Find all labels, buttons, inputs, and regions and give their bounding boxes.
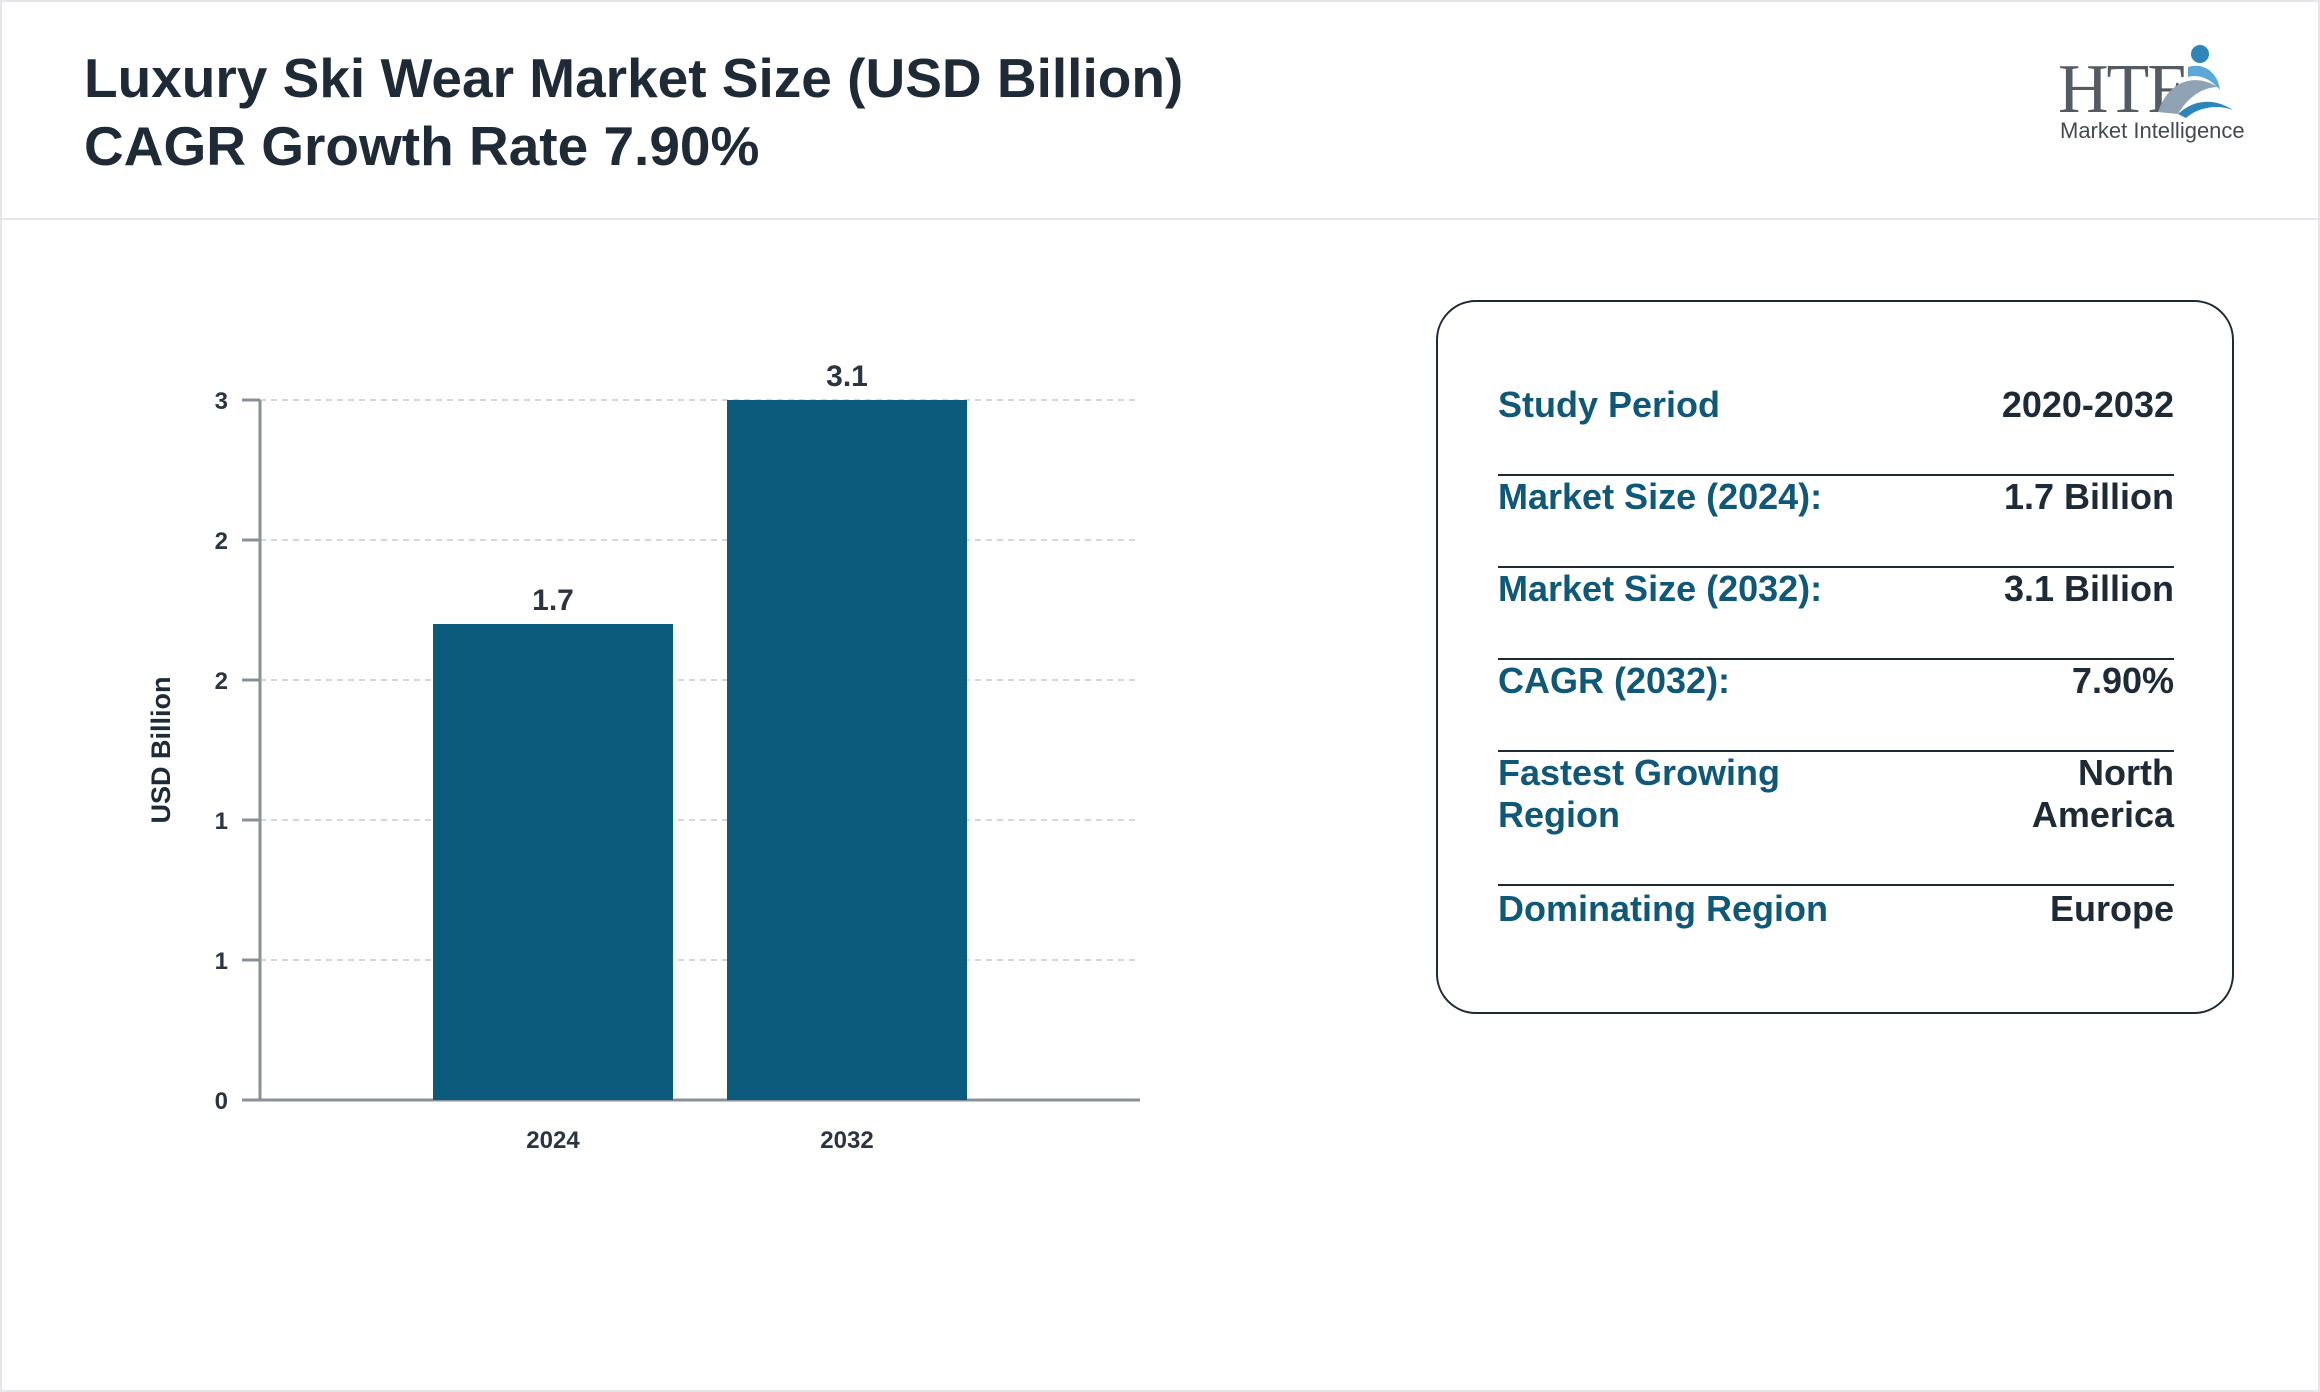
logo-subtext: Market Intelligence [2060,118,2245,143]
y-axis-title: USD Billion [146,677,176,824]
bars: 1.7 3.1 [433,360,967,1100]
info-value: Europe [2049,888,2174,929]
info-row-dominating-region: Dominating Region Europe [1498,888,2174,978]
info-card: Study Period 2020-2032 Market Size (2024… [1436,300,2234,1014]
bar-chart: 0 1 1 2 2 3 1.7 3.1 2024 2032 USD Billion [146,360,1140,1154]
info-label: CAGR (2032): [1498,660,1731,701]
logo-swirl-icon [2158,45,2233,118]
bar-2024 [433,624,673,1100]
info-value: 1.7 Billion [2003,476,2174,517]
logo-text: HTF [2058,51,2186,128]
page-title: Luxury Ski Wear Market Size (USD Billion… [84,47,1184,109]
bar-data-label: 3.1 [826,360,868,393]
y-tick-label: 2 [215,668,228,695]
bar-2032 [727,400,967,1100]
info-label: Market Size (2024): [1498,476,1823,517]
info-value: North America [2031,752,2174,835]
x-ticks: 2024 2032 [526,1127,873,1154]
grid-lines [260,399,1140,1101]
info-row-study-period: Study Period 2020-2032 [1498,384,2174,476]
info-row-fastest-growing-region: Fastest Growing Region North America [1498,752,2174,886]
y-tick-label: 0 [215,1088,228,1115]
info-value: 2020-2032 [2001,384,2174,425]
info-label: Market Size (2032): [1498,568,1823,609]
info-label: Dominating Region [1498,888,1828,929]
y-tick-label: 1 [215,808,228,835]
bar-data-label: 1.7 [532,584,574,617]
header: Luxury Ski Wear Market Size (USD Billion… [2,2,2318,220]
info-value: 7.90% [2071,660,2174,701]
y-tick-label: 2 [215,528,228,555]
y-ticks: 0 1 1 2 2 3 [215,388,260,1115]
info-label: Fastest Growing Region [1498,752,1781,835]
htf-logo: HTF Market Intelligence [2052,40,2245,150]
y-tick-label: 1 [215,948,228,975]
page-subtitle: CAGR Growth Rate 7.90% [84,115,760,177]
info-value: 3.1 Billion [2003,568,2174,609]
info-row-market-size-2024: Market Size (2024): 1.7 Billion [1498,476,2174,568]
x-tick-label: 2024 [526,1127,580,1154]
info-label: Study Period [1498,384,1721,425]
info-row-cagr: CAGR (2032): 7.90% [1498,660,2174,752]
y-tick-label: 3 [215,388,228,415]
x-tick-label: 2032 [820,1127,873,1154]
info-row-market-size-2032: Market Size (2032): 3.1 Billion [1498,568,2174,660]
